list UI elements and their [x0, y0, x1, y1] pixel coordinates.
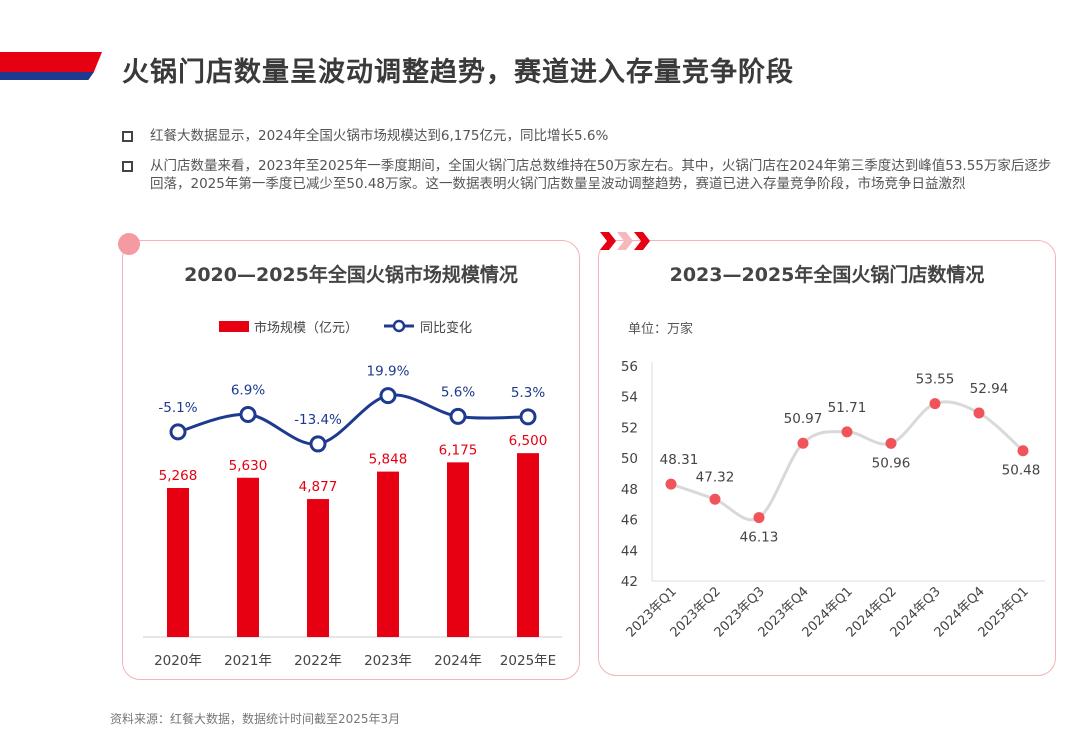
bar-label: 5,268: [159, 468, 198, 484]
store-point: [929, 398, 941, 410]
bar: [237, 477, 259, 637]
store-label: 50.48: [1002, 463, 1041, 479]
chevrons-icon: [600, 232, 650, 250]
store-point: [973, 407, 985, 419]
x-tick-label: 2025年E: [500, 653, 556, 669]
yoy-point: [309, 435, 327, 453]
bullet-2: 从门店数量来看，2023年至2025年一季度期间，全国火锅门店总数维持在50万家…: [122, 158, 1052, 193]
bar: [377, 471, 399, 637]
chart1-title: 2020—2025年全国火锅市场规模情况: [184, 264, 518, 286]
source-note: 资料来源：红餐大数据，数据统计时间截至2025年3月: [110, 712, 401, 726]
yoy-label: -5.1%: [158, 400, 197, 416]
bar-label: 6,500: [509, 433, 548, 449]
x-tick-label: 2021年: [224, 653, 272, 669]
store-count-line: [670, 400, 1024, 522]
bullet-text: 红餐大数据显示，2024年全国火锅市场规模达到6,175亿元，同比增长5.6%: [150, 128, 609, 144]
x-tick-label: 2022年: [294, 653, 342, 669]
y-tick-label: 52: [621, 420, 638, 436]
chart2-title: 2023—2025年全国火锅门店数情况: [669, 264, 985, 286]
y-tick-label: 42: [621, 574, 638, 590]
bar-label: 6,175: [439, 442, 478, 458]
y-tick-label: 48: [621, 482, 638, 498]
store-label: 50.97: [784, 411, 823, 427]
yoy-point: [449, 407, 467, 425]
bullet-text: 从门店数量来看，2023年至2025年一季度期间，全国火锅门店总数维持在50万家…: [150, 158, 1052, 192]
legend-bar-label: 市场规模（亿元）: [254, 320, 358, 336]
x-tick-label: 2020年: [154, 653, 202, 669]
yoy-label: 5.3%: [511, 385, 545, 401]
legend-bar-swatch: [219, 321, 249, 332]
store-point: [1017, 445, 1029, 457]
y-tick-label: 50: [621, 451, 638, 467]
y-tick-label: 56: [621, 359, 638, 375]
yoy-label: 6.9%: [231, 382, 265, 398]
bar: [517, 453, 539, 637]
bar-label: 4,877: [299, 479, 338, 495]
x-tick-label: 2024年: [434, 653, 482, 669]
decor-circle-icon: [118, 233, 140, 255]
store-label: 52.94: [970, 381, 1009, 397]
market-size-card: [122, 240, 580, 680]
bar-label: 5,630: [229, 458, 268, 474]
header-stripe-blue: [0, 72, 94, 80]
bar-label: 5,848: [369, 452, 408, 468]
y-tick-label: 54: [621, 390, 638, 406]
unit-label: 单位：万家: [628, 322, 694, 337]
yoy-point: [519, 408, 537, 426]
store-label: 46.13: [740, 530, 779, 546]
yoy-label: -13.4%: [294, 412, 342, 428]
y-tick-label: 46: [621, 513, 638, 529]
page-title: 火锅门店数量呈波动调整趋势，赛道进入存量竞争阶段: [122, 57, 794, 88]
store-point: [797, 437, 809, 449]
store-label: 47.32: [696, 469, 735, 485]
store-point: [841, 426, 853, 438]
store-point: [709, 493, 721, 505]
x-tick-label: 2023年: [364, 653, 412, 669]
store-label: 48.31: [660, 452, 699, 468]
bar: [447, 462, 469, 637]
store-label: 51.71: [828, 400, 867, 416]
legend-line-marker: [392, 319, 406, 333]
yoy-point: [379, 387, 397, 405]
store-label: 53.55: [916, 372, 955, 388]
store-count-card: [598, 240, 1056, 676]
yoy-label: 5.6%: [441, 384, 475, 400]
yoy-label: 19.9%: [367, 364, 410, 380]
bar: [307, 499, 329, 637]
y-tick-label: 44: [621, 543, 638, 559]
header-stripe-red: [0, 52, 102, 72]
bullet-square-icon: [122, 161, 133, 172]
store-label: 50.96: [872, 455, 911, 471]
store-point: [753, 512, 765, 524]
store-point: [665, 478, 677, 490]
yoy-point: [169, 423, 187, 441]
bullet-square-icon: [122, 131, 133, 142]
store-point: [885, 437, 897, 449]
bullet-1: 红餐大数据显示，2024年全国火锅市场规模达到6,175亿元，同比增长5.6%: [122, 128, 1052, 146]
yoy-point: [239, 405, 257, 423]
legend-line-label: 同比变化: [420, 320, 472, 336]
bar: [167, 488, 189, 637]
